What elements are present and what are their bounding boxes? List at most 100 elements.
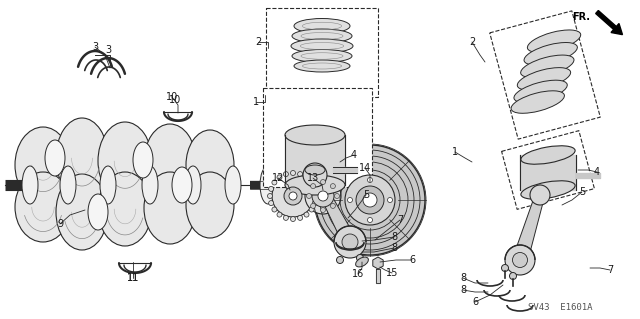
Ellipse shape: [521, 55, 574, 78]
Ellipse shape: [277, 212, 282, 217]
Ellipse shape: [98, 172, 152, 246]
Text: 16: 16: [352, 269, 364, 279]
Ellipse shape: [387, 197, 392, 203]
Ellipse shape: [56, 118, 108, 198]
Ellipse shape: [144, 124, 196, 200]
Ellipse shape: [334, 226, 366, 258]
Text: 5: 5: [363, 190, 369, 200]
Ellipse shape: [310, 204, 316, 208]
Ellipse shape: [502, 264, 509, 271]
Text: 10: 10: [169, 95, 181, 105]
Ellipse shape: [304, 212, 309, 217]
Ellipse shape: [269, 186, 274, 191]
Ellipse shape: [314, 194, 319, 198]
Ellipse shape: [260, 166, 276, 204]
Text: 9: 9: [57, 219, 63, 229]
Ellipse shape: [363, 193, 377, 207]
Ellipse shape: [312, 185, 334, 207]
Text: 6: 6: [409, 255, 415, 265]
Ellipse shape: [309, 180, 314, 185]
Ellipse shape: [298, 172, 303, 177]
Ellipse shape: [186, 130, 234, 200]
Text: SV43  E1601A: SV43 E1601A: [528, 303, 592, 313]
Ellipse shape: [185, 166, 201, 204]
Ellipse shape: [294, 60, 350, 72]
Ellipse shape: [367, 218, 372, 222]
Ellipse shape: [144, 172, 196, 244]
Ellipse shape: [277, 175, 282, 180]
Ellipse shape: [291, 170, 296, 175]
Ellipse shape: [342, 234, 358, 250]
FancyBboxPatch shape: [263, 88, 372, 187]
FancyBboxPatch shape: [266, 8, 378, 97]
Ellipse shape: [356, 257, 369, 267]
Ellipse shape: [321, 207, 326, 212]
Ellipse shape: [356, 186, 384, 214]
Ellipse shape: [291, 217, 296, 221]
Ellipse shape: [269, 201, 274, 206]
Ellipse shape: [225, 166, 241, 204]
Ellipse shape: [15, 127, 71, 203]
Polygon shape: [512, 195, 545, 260]
Ellipse shape: [292, 29, 352, 43]
FancyArrow shape: [596, 11, 623, 35]
Ellipse shape: [335, 194, 339, 198]
Ellipse shape: [309, 207, 314, 212]
Ellipse shape: [312, 201, 317, 206]
Ellipse shape: [345, 175, 395, 225]
Text: 4: 4: [594, 167, 600, 177]
Text: 8: 8: [391, 232, 397, 242]
Ellipse shape: [294, 19, 350, 33]
Text: 13: 13: [307, 173, 319, 183]
Ellipse shape: [172, 167, 192, 203]
Polygon shape: [310, 175, 358, 242]
Ellipse shape: [517, 68, 571, 90]
Ellipse shape: [305, 178, 341, 214]
Ellipse shape: [505, 245, 535, 275]
Ellipse shape: [318, 191, 328, 201]
Ellipse shape: [285, 125, 345, 145]
Ellipse shape: [511, 91, 564, 113]
Text: 4: 4: [351, 150, 357, 160]
Text: 8: 8: [391, 243, 397, 253]
Ellipse shape: [514, 80, 567, 103]
Text: 3: 3: [105, 45, 111, 55]
Ellipse shape: [310, 184, 316, 189]
Ellipse shape: [330, 204, 335, 208]
Ellipse shape: [284, 187, 302, 205]
Ellipse shape: [303, 163, 327, 187]
Ellipse shape: [521, 181, 575, 199]
Text: 6: 6: [472, 297, 478, 307]
Ellipse shape: [304, 175, 309, 180]
Ellipse shape: [292, 49, 352, 63]
Text: 10: 10: [166, 92, 178, 102]
Text: 5: 5: [579, 187, 585, 197]
Ellipse shape: [298, 215, 303, 220]
Text: 7: 7: [607, 265, 613, 275]
Ellipse shape: [285, 175, 345, 195]
Polygon shape: [576, 173, 600, 178]
Ellipse shape: [56, 174, 108, 250]
Ellipse shape: [98, 122, 152, 200]
Ellipse shape: [45, 140, 65, 176]
Ellipse shape: [305, 165, 325, 175]
Ellipse shape: [307, 194, 312, 198]
Ellipse shape: [330, 184, 335, 189]
Ellipse shape: [15, 172, 71, 242]
Ellipse shape: [356, 255, 364, 262]
Ellipse shape: [272, 207, 277, 212]
Ellipse shape: [60, 166, 76, 204]
Ellipse shape: [186, 172, 234, 238]
Ellipse shape: [133, 142, 153, 178]
Polygon shape: [376, 269, 380, 283]
Polygon shape: [520, 155, 576, 190]
Ellipse shape: [524, 42, 577, 65]
Ellipse shape: [291, 39, 353, 53]
Ellipse shape: [348, 197, 353, 203]
Text: 8: 8: [460, 273, 466, 283]
Ellipse shape: [337, 256, 344, 263]
Ellipse shape: [521, 146, 575, 164]
Ellipse shape: [100, 166, 116, 204]
Text: 1: 1: [253, 97, 259, 107]
Ellipse shape: [530, 185, 550, 205]
